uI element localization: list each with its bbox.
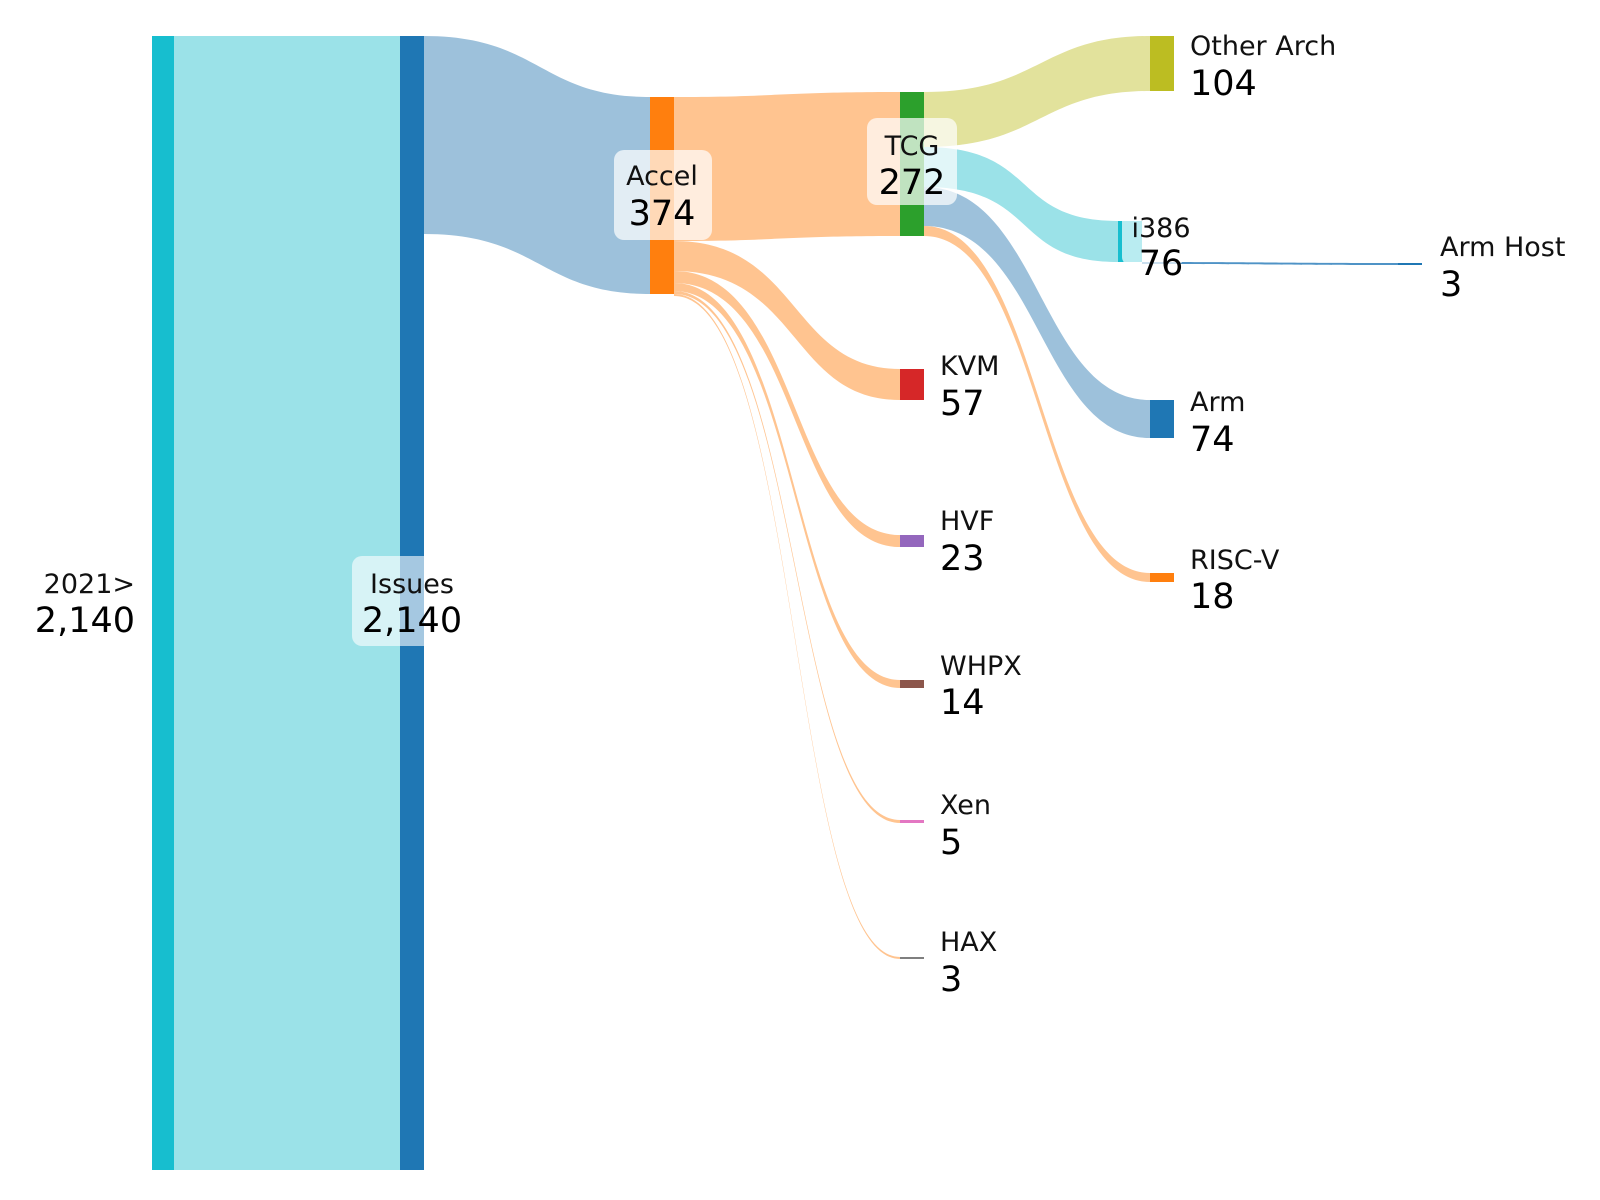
kvm-label-name: KVM bbox=[940, 351, 999, 382]
tcg-label-name: TCG bbox=[884, 131, 940, 162]
node-whpx[interactable] bbox=[900, 680, 924, 688]
hvf-label-value: 23 bbox=[940, 539, 985, 579]
hvf-label-name: HVF bbox=[940, 506, 994, 537]
node-xen[interactable] bbox=[900, 820, 924, 823]
link-accel-whpx bbox=[674, 283, 900, 688]
link-tcg-i386 bbox=[924, 147, 1118, 262]
node-otherarch[interactable] bbox=[1150, 36, 1174, 91]
i386-label-name: i386 bbox=[1131, 213, 1190, 244]
node-arm[interactable] bbox=[1150, 400, 1174, 438]
issues-label-value: 2,140 bbox=[362, 601, 462, 641]
link-tcg-arm bbox=[924, 187, 1150, 438]
link-accel-tcg bbox=[674, 92, 900, 241]
issues-label-box bbox=[352, 556, 462, 646]
riscv-label-name: RISC-V bbox=[1190, 545, 1280, 576]
armhost-label-value: 3 bbox=[1440, 265, 1462, 305]
otherarch-label-value: 104 bbox=[1190, 64, 1257, 104]
link-accel-kvm bbox=[674, 241, 900, 400]
arm-label-name: Arm bbox=[1190, 387, 1245, 418]
xen-label-name: Xen bbox=[940, 790, 991, 821]
tcg-label-box bbox=[867, 118, 957, 205]
link-tcg-otherarch bbox=[924, 36, 1150, 147]
hax-label-name: HAX bbox=[940, 927, 997, 958]
link-issues-accel bbox=[424, 36, 650, 294]
link-i386-armhost bbox=[1142, 262, 1398, 265]
labels: 2021> 2,140 Issues 2,140 Accel 374 TCG 2… bbox=[35, 31, 1566, 1000]
hax-label-value: 3 bbox=[940, 960, 962, 1000]
kvm-label-value: 57 bbox=[940, 384, 985, 424]
accel-label-name: Accel bbox=[626, 161, 698, 192]
i386-label-box bbox=[1122, 213, 1184, 265]
year-label-name: 2021> bbox=[44, 569, 135, 600]
whpx-label-name: WHPX bbox=[940, 651, 1022, 682]
node-riscv[interactable] bbox=[1150, 573, 1174, 582]
node-kvm[interactable] bbox=[900, 369, 924, 400]
accel-label-value: 374 bbox=[629, 194, 696, 234]
node-armhost[interactable] bbox=[1398, 263, 1422, 265]
issues-label-name: Issues bbox=[370, 569, 454, 600]
i386-label-value: 76 bbox=[1139, 244, 1184, 284]
xen-label-value: 5 bbox=[940, 823, 962, 863]
label-backgrounds bbox=[352, 118, 1184, 646]
riscv-label-value: 18 bbox=[1190, 577, 1235, 617]
node-hax[interactable] bbox=[900, 957, 924, 959]
whpx-label-value: 14 bbox=[940, 683, 985, 723]
arm-label-value: 74 bbox=[1190, 420, 1235, 460]
node-hvf[interactable] bbox=[900, 535, 924, 547]
accel-label-box bbox=[614, 150, 712, 240]
armhost-label-name: Arm Host bbox=[1440, 232, 1565, 263]
otherarch-label-name: Other Arch bbox=[1190, 31, 1336, 62]
year-label-value: 2,140 bbox=[35, 601, 135, 641]
node-year[interactable] bbox=[152, 36, 174, 1170]
tcg-label-value: 272 bbox=[879, 163, 946, 203]
